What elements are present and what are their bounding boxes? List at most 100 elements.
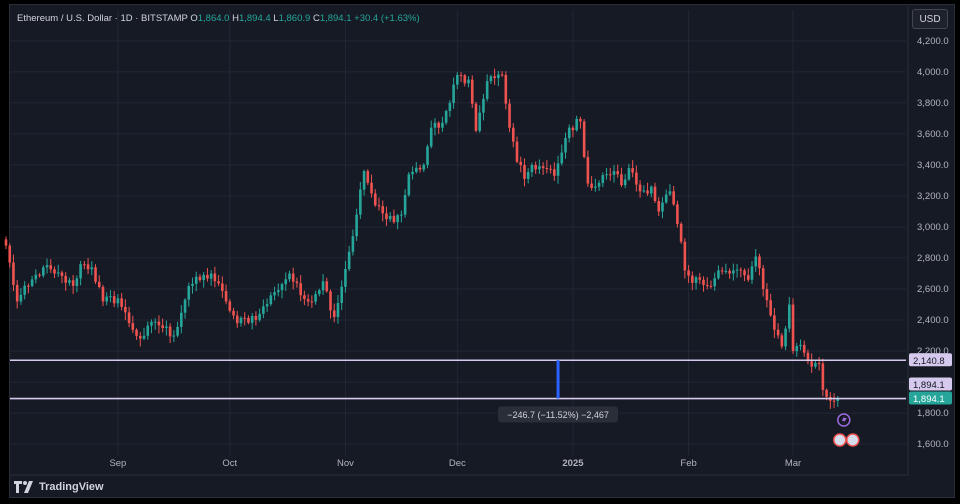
candle-body	[329, 291, 332, 311]
candle-body	[183, 299, 187, 313]
candle-body	[489, 76, 493, 82]
horizontal-line-label-bg	[909, 353, 952, 367]
candle-body	[359, 189, 362, 215]
candle-body	[250, 315, 254, 323]
tradingview-logo[interactable]: TradingView	[14, 481, 104, 493]
candle-body	[519, 161, 523, 165]
candle-body	[597, 183, 601, 187]
candle-body	[306, 299, 310, 302]
y-tick-label: 2,600.0	[917, 284, 949, 295]
candle-body	[310, 301, 314, 303]
candle-body	[806, 352, 810, 362]
candle-body	[657, 200, 661, 212]
candle-body	[526, 172, 530, 179]
candle-body	[280, 284, 284, 291]
y-tick-label: 3,000.0	[917, 222, 949, 233]
candle-body	[176, 326, 179, 336]
candle-body	[653, 186, 657, 201]
currency-button[interactable]: USD	[912, 9, 948, 29]
candle-body	[377, 205, 381, 207]
candle-body	[206, 274, 209, 279]
candle-body	[269, 295, 273, 305]
candle-body	[728, 270, 731, 274]
candle-body	[321, 281, 325, 291]
candle-body	[325, 281, 329, 292]
x-tick-label: Oct	[222, 458, 237, 469]
candle-body	[131, 323, 135, 330]
candle-body	[560, 152, 564, 164]
candle-body	[493, 76, 496, 79]
candle-body	[702, 279, 705, 285]
candle-body	[403, 194, 407, 215]
candle-body	[19, 294, 23, 302]
y-tick-label: 1,800.0	[917, 408, 949, 419]
candle-body	[635, 172, 638, 185]
candle-body	[508, 103, 511, 128]
candle-body	[825, 389, 828, 397]
candle-body	[153, 321, 157, 323]
us-flag-event-icon[interactable]	[833, 433, 847, 447]
candle-body	[217, 281, 220, 284]
candle-body	[456, 74, 459, 85]
symbol-title: Ethereum / U.S. Dollar · 1D · BITSTAMP	[17, 13, 188, 24]
low-label: L	[273, 13, 279, 24]
candle-body	[415, 167, 418, 172]
chart-panel	[9, 4, 955, 498]
candle-body	[679, 223, 683, 242]
current-price-label: 1,894.1	[913, 394, 945, 405]
candle-body	[474, 103, 478, 131]
candle-body	[97, 281, 101, 287]
candle-body	[71, 280, 75, 286]
candle-body	[288, 273, 291, 280]
candle-body	[754, 256, 758, 267]
candle-body	[318, 290, 321, 295]
lightning-event-icon[interactable]	[837, 413, 851, 427]
us-flag-event-icon[interactable]	[846, 433, 860, 447]
candle-body	[836, 398, 840, 401]
y-tick-label: 3,200.0	[917, 191, 949, 202]
candle-body	[150, 321, 153, 326]
candle-body	[437, 122, 440, 128]
candle-body	[478, 112, 482, 131]
candle-body	[347, 251, 351, 269]
candle-body	[68, 280, 71, 283]
candle-body	[213, 273, 217, 282]
candle-body	[94, 267, 97, 282]
candle-body	[254, 315, 258, 320]
candle-body	[758, 256, 761, 269]
candle-body	[485, 81, 489, 99]
candle-body	[60, 272, 64, 276]
candle-body	[418, 167, 422, 170]
candle-body	[642, 190, 646, 192]
candle-body	[791, 304, 795, 352]
candle-body	[45, 265, 49, 268]
candle-body	[444, 110, 448, 123]
candle-body	[750, 266, 754, 280]
candle-body	[832, 400, 836, 402]
candle-body	[344, 268, 347, 287]
y-tick-label: 4,000.0	[917, 67, 949, 78]
candle-body	[12, 262, 15, 285]
candle-body	[232, 310, 235, 316]
candle-body	[646, 190, 649, 194]
candle-body	[530, 164, 534, 173]
current-price-tag	[909, 391, 952, 405]
y-tick-label: 3,400.0	[917, 160, 949, 171]
open-label: O	[190, 13, 198, 24]
candle-body	[366, 171, 370, 183]
low-value: 1,860.9	[278, 13, 311, 24]
candle-body	[720, 270, 724, 272]
candle-body	[579, 118, 582, 122]
candle-body	[142, 335, 146, 339]
candle-body	[351, 236, 355, 252]
candle-body	[388, 215, 392, 220]
candle-body	[355, 214, 358, 237]
candle-body	[549, 168, 552, 170]
tradingview-icon	[14, 481, 33, 493]
candle-body	[482, 98, 485, 113]
x-tick-label: Dec	[449, 458, 466, 469]
candle-body	[616, 171, 620, 175]
candle-body	[83, 264, 86, 266]
